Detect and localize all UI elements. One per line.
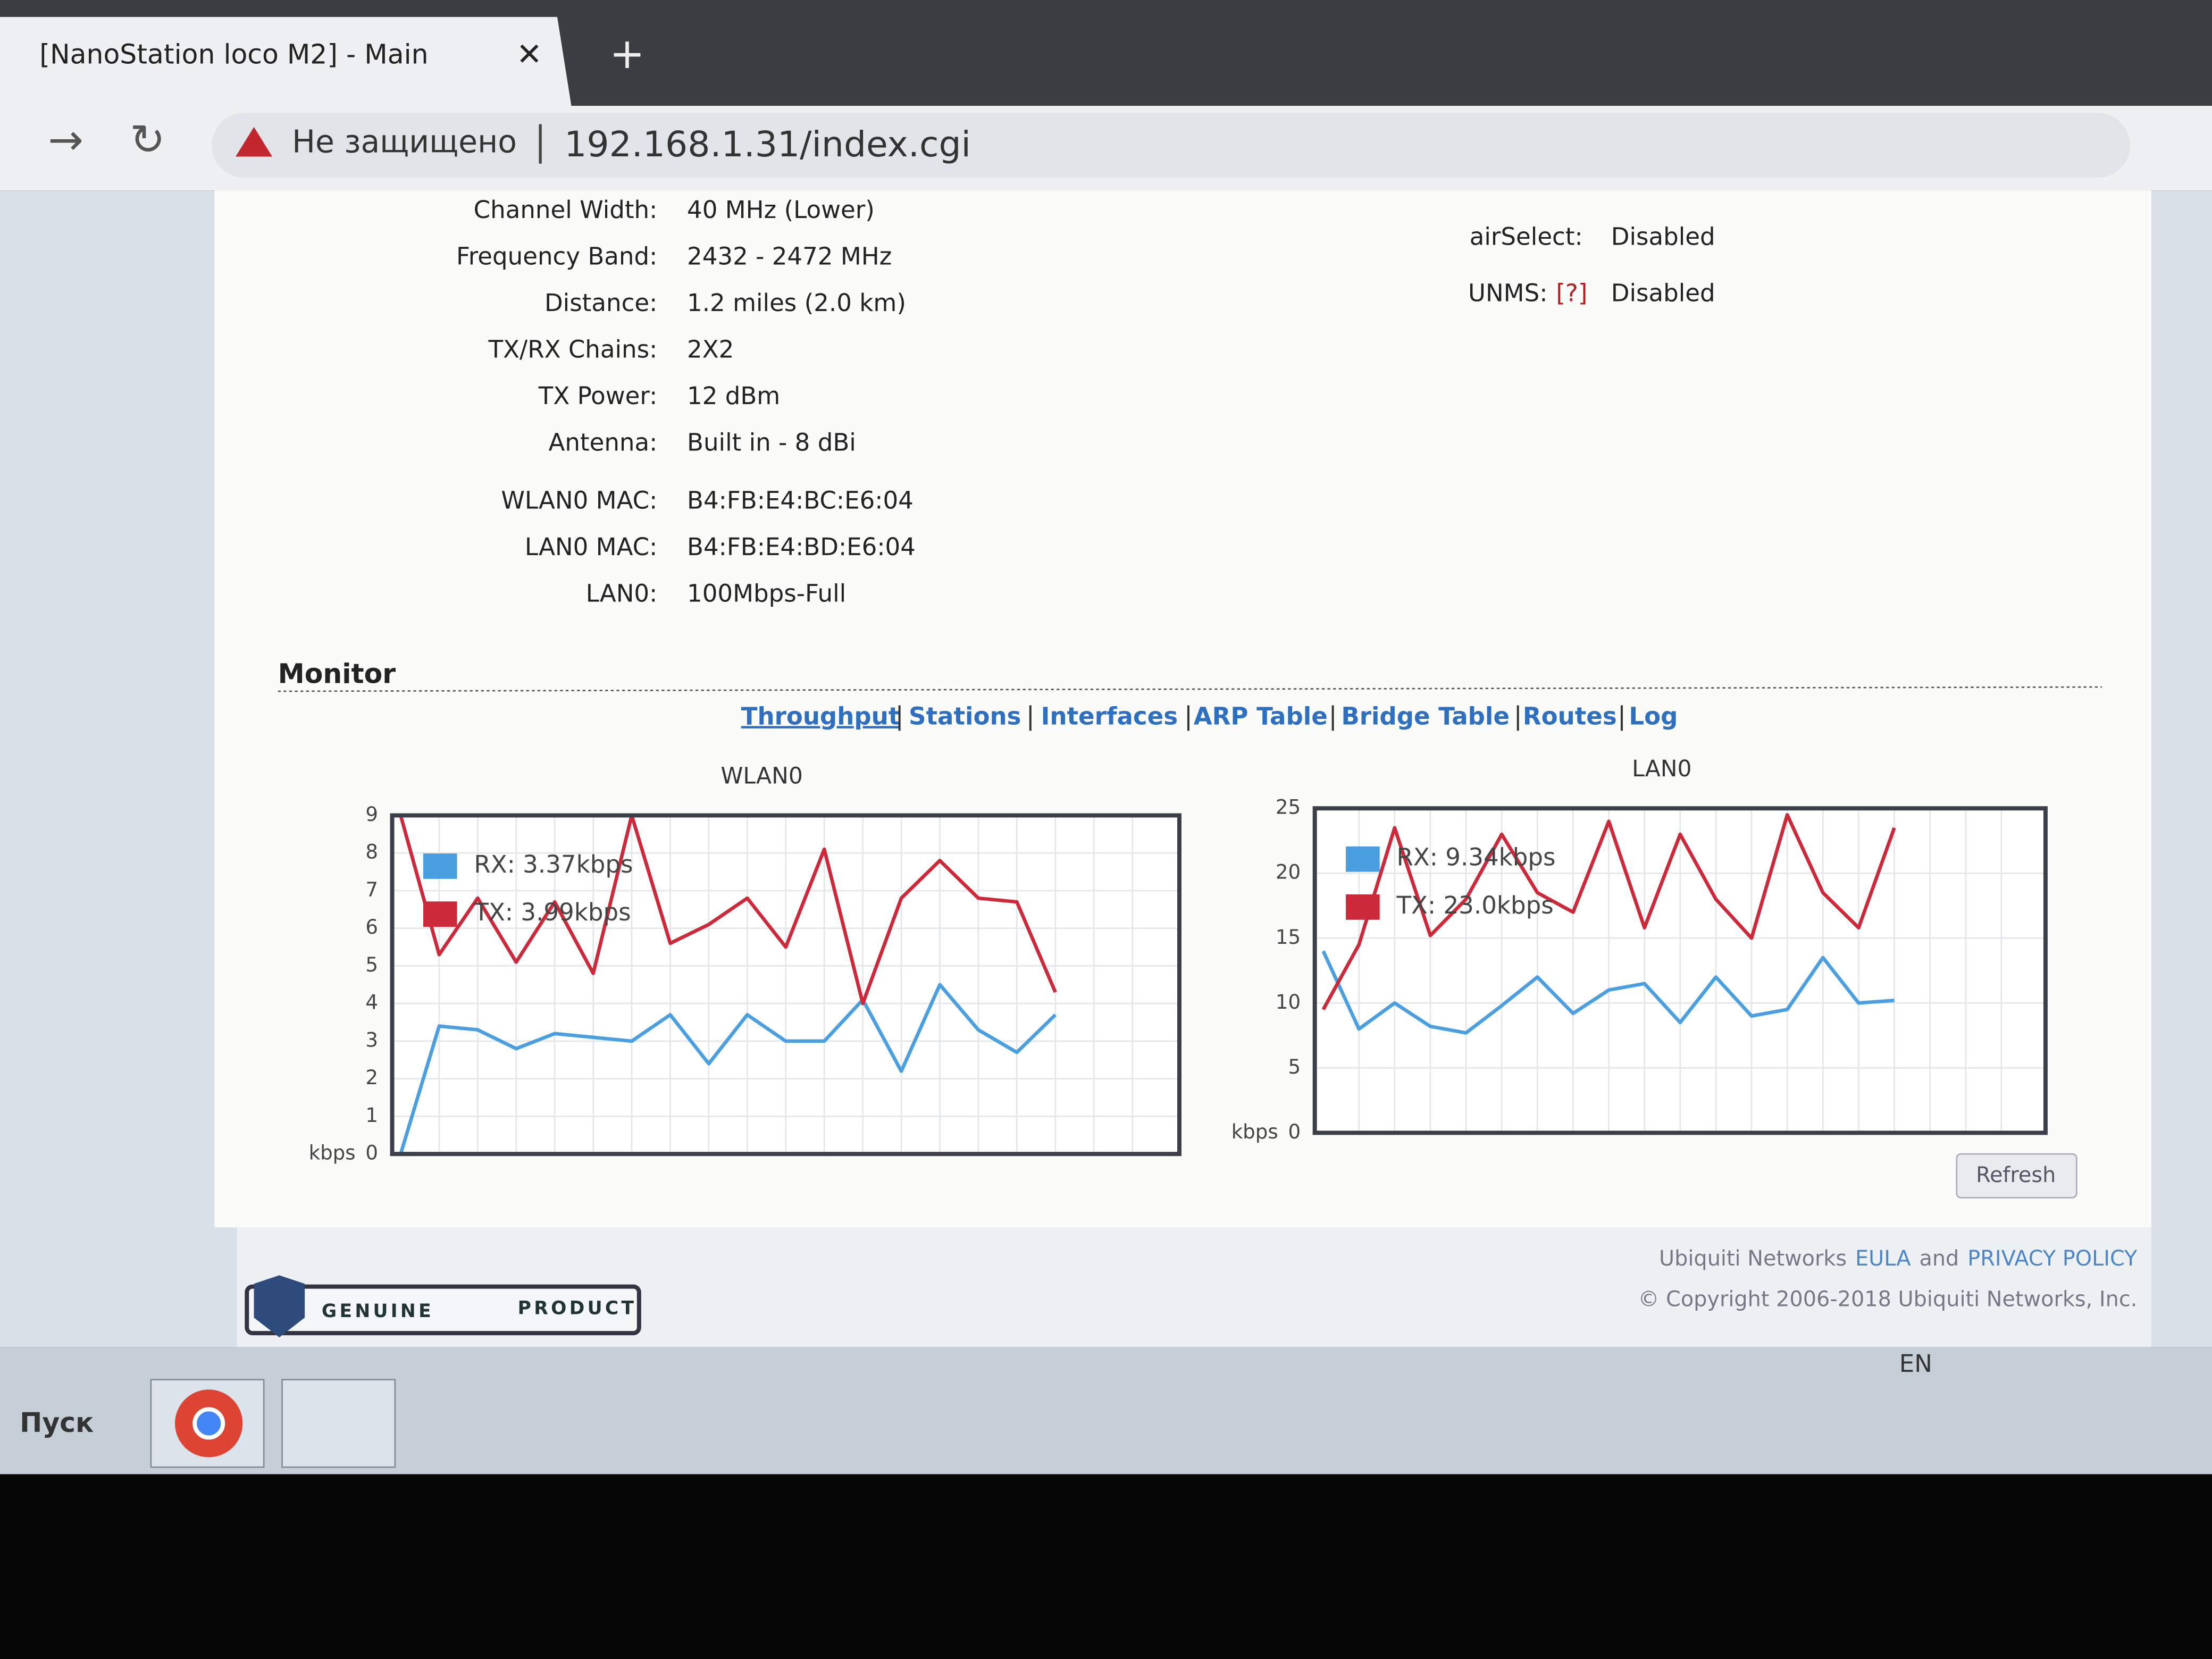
y-tick-label: 8 bbox=[365, 841, 378, 864]
section-divider bbox=[278, 686, 2102, 692]
warning-icon bbox=[236, 127, 273, 157]
badge-shield bbox=[254, 1275, 305, 1338]
y-axis-label: kbps bbox=[1231, 1120, 1278, 1143]
monitor-tab[interactable]: Throughput bbox=[741, 702, 900, 730]
language-indicator: EN bbox=[1899, 1350, 1932, 1378]
y-tick-label: 2 bbox=[365, 1066, 378, 1089]
y-tick-label: 1 bbox=[365, 1104, 378, 1127]
y-tick-label: 15 bbox=[1276, 926, 1301, 949]
y-tick-label: 9 bbox=[365, 803, 378, 826]
chart-title: WLAN0 bbox=[720, 763, 802, 789]
reload-button[interactable]: ↻ bbox=[130, 115, 165, 164]
info-label: WLAN0 MAC: bbox=[501, 486, 657, 514]
refresh-label: Refresh bbox=[1976, 1163, 2056, 1187]
footer-company: Ubiquiti Networks bbox=[1659, 1246, 1847, 1271]
tab-close[interactable]: ✕ bbox=[516, 36, 542, 72]
start-button[interactable]: Пуск bbox=[20, 1407, 94, 1438]
legend-label: TX: 23.0kbps bbox=[1396, 891, 1554, 919]
y-tick-label: 0 bbox=[1288, 1120, 1301, 1143]
forward-button[interactable]: → bbox=[48, 115, 83, 164]
y-tick-label: 3 bbox=[365, 1028, 378, 1051]
y-tick-label: 4 bbox=[365, 991, 378, 1014]
omnibox[interactable] bbox=[211, 113, 2131, 178]
copyright: © Copyright 2006-2018 Ubiquiti Networks,… bbox=[1638, 1287, 2138, 1312]
monitor-tab[interactable]: Bridge Table bbox=[1341, 702, 1510, 730]
legend-swatch bbox=[423, 853, 457, 879]
info-label: LAN0: bbox=[586, 580, 658, 608]
genuine-badge bbox=[245, 1284, 641, 1336]
info-value: Disabled bbox=[1611, 279, 1715, 307]
footer-text: Ubiquiti Networks EULA and PRIVACY POLICY bbox=[1659, 1246, 2138, 1271]
info-label: airSelect: bbox=[1470, 222, 1583, 250]
y-tick-label: 10 bbox=[1276, 991, 1301, 1013]
y-tick-label: 6 bbox=[365, 916, 378, 939]
monitor-tab[interactable]: ARP Table bbox=[1194, 702, 1328, 730]
legend-label: RX: 3.37kbps bbox=[474, 850, 633, 878]
monitor-tab[interactable]: Stations bbox=[909, 702, 1021, 730]
legend-swatch bbox=[1346, 894, 1380, 920]
tab-title: [NanoStation loco M2] - Main bbox=[39, 39, 428, 70]
monitor-tab[interactable]: Log bbox=[1629, 702, 1678, 730]
info-value: 40 MHz (Lower) bbox=[687, 196, 875, 224]
legend-label: TX: 3.99kbps bbox=[473, 898, 631, 926]
plot-border bbox=[1312, 806, 2048, 1135]
info-label: TX Power: bbox=[538, 382, 658, 410]
footer-eula[interactable]: EULA bbox=[1855, 1246, 1911, 1271]
series-line bbox=[399, 814, 1057, 1006]
y-tick-label: 20 bbox=[1276, 861, 1301, 884]
url: 192.168.1.31/index.cgi bbox=[564, 123, 971, 165]
chart-title: LAN0 bbox=[1632, 756, 1691, 782]
y-tick-label: 5 bbox=[365, 953, 378, 976]
info-value: Built in - 8 dBi bbox=[687, 429, 856, 457]
info-label: Channel Width: bbox=[474, 196, 658, 224]
info-label: Frequency Band: bbox=[456, 242, 657, 271]
refresh-button[interactable] bbox=[1956, 1153, 2077, 1199]
legend-swatch bbox=[423, 901, 457, 927]
series-line bbox=[1321, 950, 1895, 1035]
info-value: 2432 - 2472 MHz bbox=[687, 242, 892, 271]
monitor-tab[interactable]: Routes bbox=[1523, 702, 1617, 730]
footer-and: and bbox=[1919, 1246, 1959, 1271]
badge-text: GENUINE bbox=[322, 1301, 434, 1322]
app-taskbar-button[interactable] bbox=[281, 1379, 396, 1468]
help-link[interactable]: [?] bbox=[1556, 279, 1587, 307]
info-value: B4:FB:E4:BC:E6:04 bbox=[687, 486, 914, 514]
active-tab[interactable] bbox=[0, 16, 572, 106]
info-label: TX/RX Chains: bbox=[488, 336, 658, 364]
section-title: Monitor bbox=[278, 658, 396, 689]
info-value: 2X2 bbox=[687, 336, 734, 364]
info-value: Disabled bbox=[1611, 222, 1715, 250]
y-axis-label: kbps bbox=[309, 1142, 356, 1164]
info-label: UNMS: bbox=[1468, 279, 1547, 307]
info-value: 12 dBm bbox=[687, 382, 780, 410]
bezel bbox=[0, 1474, 2212, 1659]
series-line bbox=[1321, 813, 1896, 1011]
new-tab[interactable]: + bbox=[609, 29, 645, 78]
badge-text: PRODUCT bbox=[518, 1298, 637, 1319]
y-tick-label: 5 bbox=[1288, 1055, 1301, 1078]
legend-swatch bbox=[1346, 846, 1380, 872]
monitor-tab[interactable]: Interfaces bbox=[1041, 702, 1178, 730]
y-tick-label: 0 bbox=[365, 1142, 378, 1164]
info-label: Antenna: bbox=[548, 429, 657, 457]
info-label: LAN0 MAC: bbox=[525, 533, 657, 561]
chrome-icon-center bbox=[192, 1407, 225, 1440]
security-label: Не защищено bbox=[292, 124, 517, 160]
legend-label: RX: 9.34kbps bbox=[1397, 843, 1556, 872]
info-value: 100Mbps-Full bbox=[687, 580, 846, 608]
info-label: Distance: bbox=[544, 289, 657, 317]
y-tick-label: 7 bbox=[365, 878, 378, 901]
plot-border bbox=[390, 813, 1182, 1157]
footer-privacy[interactable]: PRIVACY POLICY bbox=[1967, 1246, 2138, 1271]
info-value: 1.2 miles (2.0 km) bbox=[687, 289, 906, 317]
y-tick-label: 25 bbox=[1276, 796, 1301, 819]
info-value: B4:FB:E4:BD:E6:04 bbox=[687, 533, 916, 561]
series-line bbox=[399, 983, 1057, 1155]
